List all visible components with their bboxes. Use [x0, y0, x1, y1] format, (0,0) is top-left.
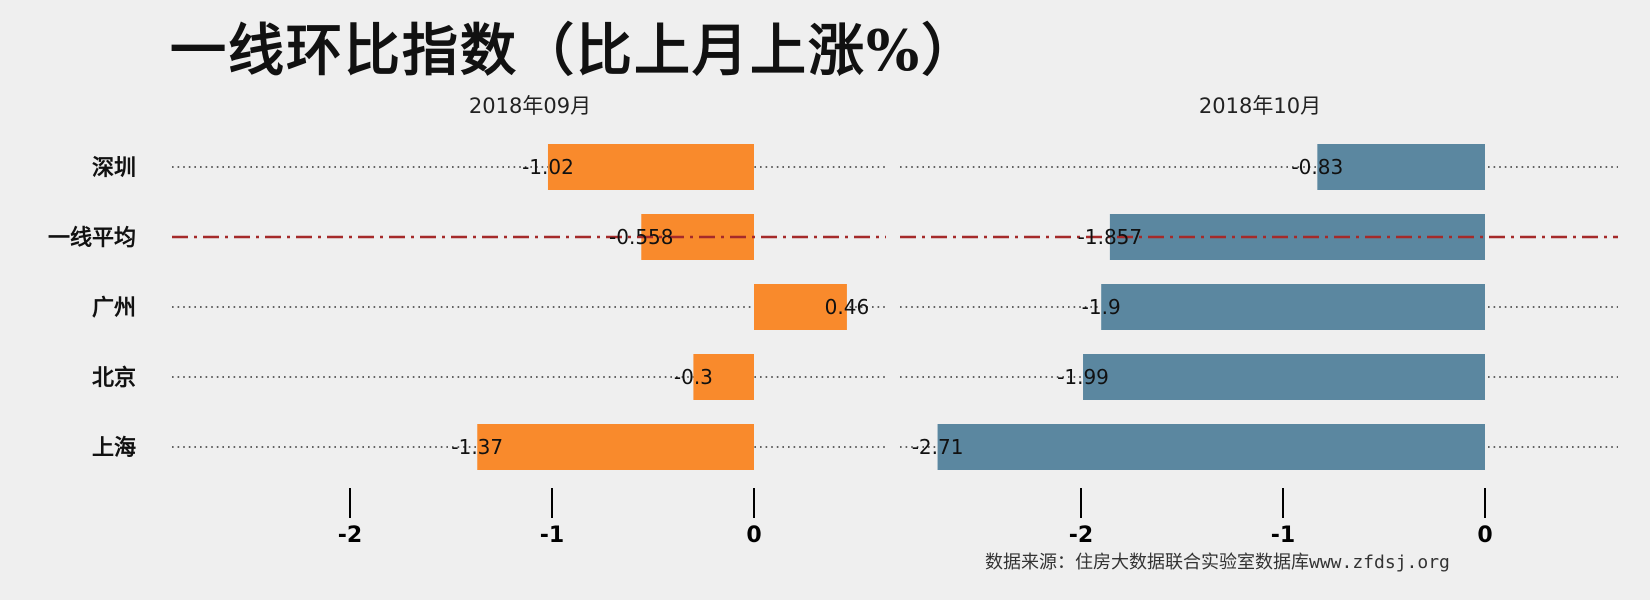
category-label: 深圳	[92, 155, 136, 181]
data-label: -1.857	[1078, 225, 1142, 249]
data-source-note: 数据来源：住房大数据联合实验室数据库www.zfdsj.org	[985, 552, 1450, 573]
tick-label: -2	[338, 523, 362, 548]
bar	[547, 144, 754, 190]
data-label: -1.99	[1057, 365, 1109, 389]
bar	[937, 424, 1485, 470]
data-label: -1.9	[1082, 295, 1121, 319]
data-label: -0.83	[1291, 155, 1343, 179]
bar	[693, 354, 754, 400]
tick-label: 0	[1477, 523, 1492, 548]
data-label: -0.3	[674, 365, 713, 389]
tick-label: -1	[540, 523, 564, 548]
category-label: 上海	[92, 435, 136, 461]
tick-label: -1	[1271, 523, 1295, 548]
bar	[1317, 144, 1485, 190]
data-label: -2.71	[912, 435, 964, 459]
tick-label: 0	[746, 523, 761, 548]
data-label: 0.46	[825, 295, 870, 319]
category-label: 一线平均	[48, 225, 136, 251]
data-label: -1.37	[451, 435, 503, 459]
category-label: 广州	[92, 295, 136, 321]
category-label: 北京	[92, 365, 136, 391]
panel-title: 2018年10月	[1199, 94, 1321, 118]
bar	[754, 284, 847, 330]
bar	[477, 424, 754, 470]
bar	[1101, 284, 1485, 330]
data-label: -0.558	[609, 225, 673, 249]
panel-title: 2018年09月	[469, 94, 591, 118]
data-label: -1.02	[522, 155, 574, 179]
chart-title: 一线环比指数（比上月上涨%）	[170, 18, 980, 84]
bar	[1083, 354, 1485, 400]
tick-label: -2	[1069, 523, 1093, 548]
